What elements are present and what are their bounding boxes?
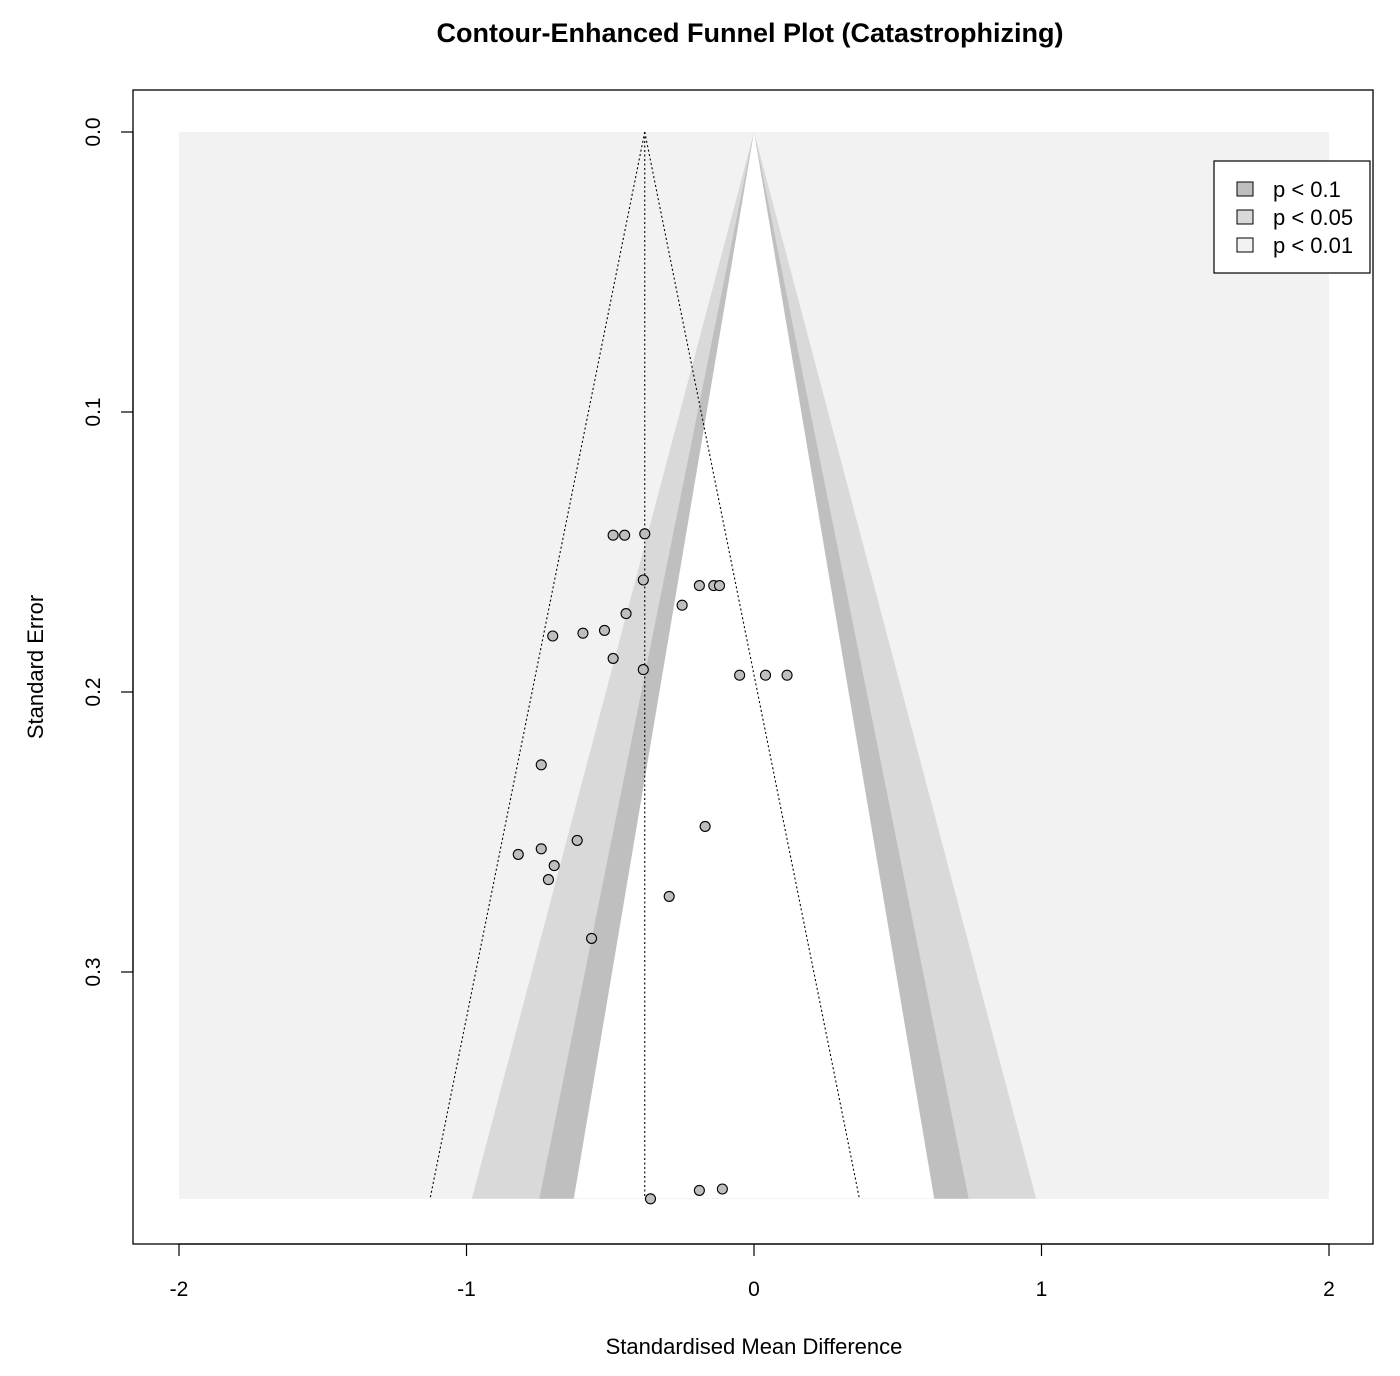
- x-tick-label: -1: [457, 1278, 476, 1301]
- study-point: [759, 669, 772, 681]
- legend-label: p < 0.1: [1273, 177, 1341, 202]
- legend-swatch: [1236, 181, 1254, 197]
- study-point: [699, 820, 711, 832]
- y-tick-label: 0.1: [82, 397, 105, 426]
- pseudo-ci-lines: [429, 131, 860, 1199]
- y-tick-label: 0.2: [82, 677, 105, 706]
- y-axis-label: Standard Error: [23, 595, 48, 739]
- y-tick-label: 0.3: [82, 957, 105, 986]
- x-tick-label: 1: [1036, 1278, 1048, 1301]
- pseudo-ci-right-line: [644, 131, 860, 1199]
- study-point: [693, 580, 705, 592]
- study-point: [571, 834, 583, 846]
- study-point: [548, 860, 560, 872]
- x-tick-label: -2: [170, 1278, 189, 1301]
- study-point: [713, 580, 726, 592]
- study-point: [598, 624, 611, 636]
- legend-swatch: [1236, 209, 1254, 225]
- y-axis: 0.0 0.1 0.2 0.3: [82, 117, 134, 987]
- region-non-significant: [573, 132, 935, 1199]
- study-point: [512, 848, 524, 860]
- study-point: [586, 932, 598, 944]
- study-point: [607, 529, 619, 541]
- study-point: [639, 528, 651, 540]
- study-point: [637, 574, 649, 586]
- study-point: [607, 652, 619, 664]
- study-point: [676, 599, 688, 611]
- study-point: [547, 630, 559, 642]
- study-point: [535, 759, 547, 771]
- study-point: [535, 843, 547, 855]
- x-tick-label: 0: [748, 1278, 760, 1301]
- study-point: [577, 627, 589, 639]
- pseudo-ci-left-line: [429, 131, 646, 1199]
- study-point: [620, 608, 632, 620]
- x-axis-label: Standardised Mean Difference: [606, 1334, 903, 1359]
- legend: p < 0.1 p < 0.05 p < 0.01: [1213, 160, 1371, 274]
- study-point: [637, 664, 649, 676]
- study-point: [644, 1193, 657, 1205]
- study-point: [693, 1184, 705, 1196]
- study-point: [781, 669, 793, 681]
- contour-regions: [179, 132, 1329, 1199]
- chart-title: Contour-Enhanced Funnel Plot (Catastroph…: [437, 18, 1064, 48]
- x-axis: -2 -1 0 1 2: [170, 1243, 1335, 1301]
- study-point: [734, 669, 746, 681]
- study-points: [512, 528, 793, 1205]
- study-point: [619, 529, 631, 541]
- legend-label: p < 0.01: [1273, 233, 1353, 258]
- legend-label: p < 0.05: [1273, 205, 1353, 230]
- legend-swatch: [1236, 237, 1254, 253]
- study-point: [716, 1183, 728, 1195]
- y-tick-label: 0.0: [82, 117, 105, 146]
- study-point: [663, 890, 675, 902]
- x-tick-label: 2: [1323, 1278, 1335, 1301]
- study-point: [542, 874, 554, 886]
